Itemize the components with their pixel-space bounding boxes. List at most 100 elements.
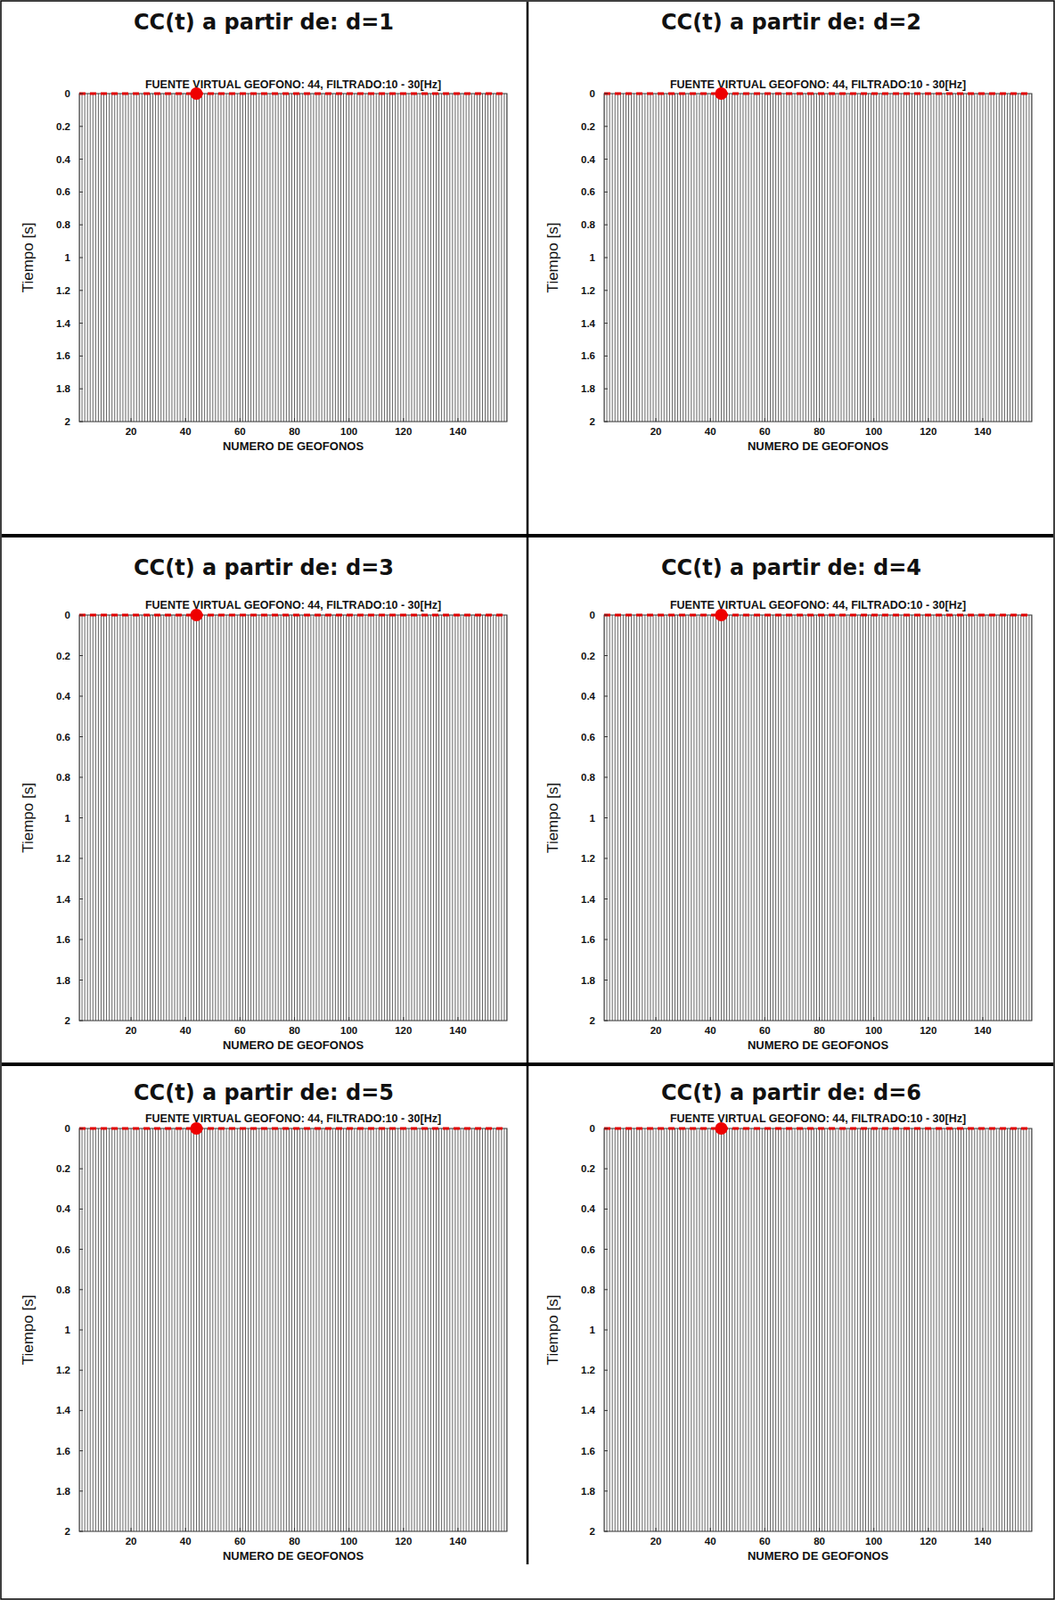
trace-baseline: [976, 614, 978, 1021]
trace-baseline: [685, 1128, 687, 1531]
trace-baseline: [617, 93, 619, 422]
x-tick-label: 140: [973, 1535, 991, 1546]
trace-baseline: [114, 614, 115, 1021]
y-tick-label: 0.8: [580, 1283, 597, 1295]
x-tick: [764, 1016, 766, 1021]
trace-baseline: [482, 614, 483, 1021]
trace-baseline: [348, 93, 350, 422]
trace-baseline: [843, 614, 845, 1021]
trace-baseline: [247, 614, 249, 1021]
y-tick: [79, 388, 83, 390]
trace-baseline: [231, 614, 233, 1021]
y-tick: [604, 421, 608, 423]
trace-baseline: [742, 614, 744, 1021]
trace-baseline: [152, 614, 154, 1021]
trace-baseline: [266, 1128, 268, 1531]
trace-baseline: [163, 93, 164, 422]
trace-baseline: [772, 614, 774, 1021]
trace-baseline: [756, 614, 758, 1021]
trace-baseline: [1009, 1128, 1011, 1531]
trace-baseline: [753, 614, 755, 1021]
trace-baseline: [780, 614, 782, 1021]
trace-baseline: [638, 93, 640, 422]
y-tick: [604, 1128, 608, 1129]
trace-baseline: [1022, 614, 1024, 1021]
trace-baseline: [734, 93, 736, 422]
trace-baseline: [128, 614, 130, 1021]
trace-baseline: [359, 93, 360, 422]
trace-baseline: [1012, 93, 1014, 422]
trace-baseline: [924, 1128, 926, 1531]
x-tick-label: 140: [973, 425, 991, 437]
trace-baseline: [468, 614, 470, 1021]
trace-baseline: [924, 93, 926, 422]
trace-baseline: [968, 93, 970, 422]
trace-baseline: [177, 1128, 179, 1531]
trace-baseline: [307, 1128, 309, 1531]
trace-baseline: [646, 93, 648, 422]
trace-baseline: [171, 1128, 172, 1531]
y-tick-label: 0: [65, 609, 71, 621]
trace-baseline: [220, 1128, 221, 1531]
x-tick-label: 20: [125, 425, 138, 437]
y-tick-label: 0.2: [580, 121, 596, 132]
receiver-line: [604, 1127, 1032, 1130]
y-tick: [604, 1020, 608, 1022]
receiver-line: [79, 92, 508, 96]
plot-area: [79, 614, 508, 1021]
trace-baseline: [661, 614, 663, 1021]
trace-baseline: [237, 93, 238, 422]
plot-area: [79, 1128, 508, 1531]
trace-baseline: [392, 614, 393, 1021]
trace-baseline: [152, 93, 154, 422]
trace-baseline: [788, 93, 790, 422]
y-tick: [79, 939, 83, 941]
trace-baseline: [324, 1128, 326, 1531]
x-tick: [981, 1016, 983, 1021]
trace-baseline: [457, 1128, 458, 1531]
trace-baseline: [124, 93, 126, 422]
trace-baseline: [288, 614, 290, 1021]
receiver-line: [604, 613, 1032, 617]
trace-baseline: [92, 1128, 94, 1531]
trace-baseline: [92, 614, 94, 1021]
trace-baseline: [209, 1128, 211, 1531]
x-tick: [239, 417, 241, 422]
y-tick: [604, 289, 608, 291]
trace-baseline: [361, 614, 363, 1021]
trace-baseline: [685, 614, 687, 1021]
trace-baseline: [851, 1128, 853, 1531]
trace-baseline: [351, 1128, 352, 1531]
trace-baseline: [1001, 614, 1003, 1021]
trace-baseline: [435, 614, 437, 1021]
trace-baseline: [957, 1128, 959, 1531]
trace-baseline: [378, 1128, 380, 1531]
y-axis-title: Tiempo [s]: [544, 1294, 562, 1366]
trace-baseline: [767, 93, 769, 422]
trace-baseline: [345, 1128, 347, 1531]
trace-baseline: [296, 1128, 298, 1531]
trace-baseline: [414, 614, 416, 1021]
trace-baseline: [185, 614, 187, 1021]
trace-baseline: [658, 93, 660, 422]
trace-baseline: [898, 1128, 900, 1531]
trace-baseline: [851, 614, 853, 1021]
y-tick: [604, 817, 608, 818]
trace-baseline: [417, 93, 418, 422]
trace-baseline: [212, 614, 213, 1021]
trace-baseline: [165, 1128, 167, 1531]
trace-baseline: [89, 614, 91, 1021]
trace-baseline: [495, 1128, 497, 1531]
trace-baseline: [359, 614, 360, 1021]
trace-baseline: [451, 1128, 453, 1531]
trace-baseline: [890, 93, 892, 422]
y-tick: [604, 695, 608, 697]
trace-baseline: [152, 1128, 154, 1531]
row-divider: [1, 533, 1054, 538]
trace-baseline: [751, 614, 753, 1021]
trace-baseline: [971, 1128, 973, 1531]
trace-baseline: [620, 614, 622, 1021]
trace-baseline: [756, 93, 758, 422]
trace-baseline: [805, 93, 807, 422]
trace-baseline: [873, 1128, 875, 1531]
